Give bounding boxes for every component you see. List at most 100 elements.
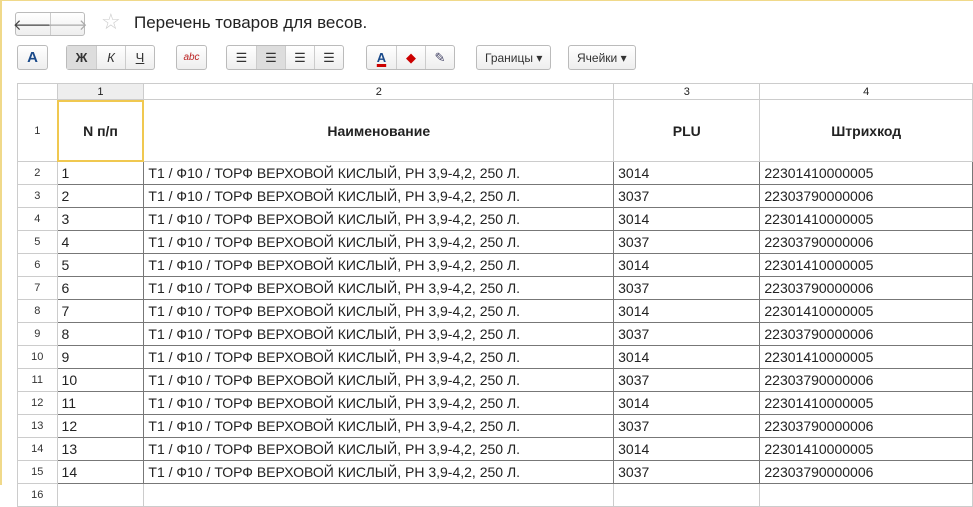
pencil-icon[interactable]: ✎ <box>425 46 454 69</box>
cell-name[interactable]: Т1 / Ф10 / ТОРФ ВЕРХОВОЙ КИСЛЫЙ, РН 3,9-… <box>143 368 615 392</box>
align-left-icon[interactable]: ☰ <box>235 49 248 65</box>
cell-plu[interactable]: 3037 <box>613 276 761 300</box>
align-center-icon[interactable]: ☰ <box>256 46 285 69</box>
row-number[interactable]: 15 <box>17 460 58 484</box>
cell-name[interactable]: Т1 / Ф10 / ТОРФ ВЕРХОВОЙ КИСЛЫЙ, РН 3,9-… <box>143 161 615 185</box>
cell-number[interactable]: 3 <box>56 207 145 231</box>
bold-button[interactable]: Ж <box>67 46 96 69</box>
header-cell-name[interactable]: Наименование <box>143 99 615 162</box>
cell-plu[interactable]: 3014 <box>613 253 761 277</box>
cell-plu[interactable]: 3014 <box>613 437 761 461</box>
cell-barcode[interactable]: 22301410000005 <box>759 391 973 415</box>
cell-number[interactable]: 4 <box>56 230 145 254</box>
align-right-icon[interactable]: ☰ <box>285 46 314 69</box>
cell-name[interactable]: Т1 / Ф10 / ТОРФ ВЕРХОВОЙ КИСЛЫЙ, РН 3,9-… <box>143 276 615 300</box>
cell-name[interactable]: Т1 / Ф10 / ТОРФ ВЕРХОВОЙ КИСЛЫЙ, РН 3,9-… <box>143 322 615 346</box>
cell-name[interactable]: Т1 / Ф10 / ТОРФ ВЕРХОВОЙ КИСЛЫЙ, РН 3,9-… <box>143 230 615 254</box>
cell-number[interactable]: 6 <box>56 276 145 300</box>
cell-plu[interactable]: 3014 <box>613 207 761 231</box>
cell[interactable] <box>143 483 615 507</box>
row-number[interactable]: 1 <box>17 99 58 162</box>
row-number[interactable]: 3 <box>17 184 58 208</box>
favorite-star-icon[interactable]: ☆ <box>101 9 121 34</box>
cells-dropdown[interactable]: Ячейки ▾ <box>568 45 636 70</box>
cell-name[interactable]: Т1 / Ф10 / ТОРФ ВЕРХОВОЙ КИСЛЫЙ, РН 3,9-… <box>143 460 615 484</box>
column-header[interactable]: 3 <box>613 83 761 100</box>
cell-number[interactable]: 12 <box>56 414 145 438</box>
underline-button[interactable]: Ч <box>125 46 154 69</box>
row-number[interactable]: 13 <box>17 414 58 438</box>
row-number[interactable]: 2 <box>17 161 58 185</box>
cell-plu[interactable]: 3014 <box>613 299 761 323</box>
cell-barcode[interactable]: 22303790000006 <box>759 460 973 484</box>
column-header[interactable]: 1 <box>56 83 145 100</box>
cell-plu[interactable]: 3037 <box>613 368 761 392</box>
cell-barcode[interactable]: 22301410000005 <box>759 299 973 323</box>
cell-barcode[interactable]: 22301410000005 <box>759 345 973 369</box>
column-header[interactable]: 4 <box>759 83 973 100</box>
cell-plu[interactable]: 3014 <box>613 391 761 415</box>
cell-number[interactable]: 9 <box>56 345 145 369</box>
corner-cell[interactable] <box>17 83 58 100</box>
cell-barcode[interactable]: 22303790000006 <box>759 414 973 438</box>
row-number[interactable]: 4 <box>17 207 58 231</box>
row-number[interactable]: 7 <box>17 276 58 300</box>
cell-name[interactable]: Т1 / Ф10 / ТОРФ ВЕРХОВОЙ КИСЛЫЙ, РН 3,9-… <box>143 299 615 323</box>
font-button[interactable]: A <box>27 49 38 66</box>
row-number[interactable]: 12 <box>17 391 58 415</box>
spreadsheet[interactable]: 1 2 3 4 1 N п/п Наименование PLU Штрихко… <box>17 83 973 507</box>
cell-barcode[interactable]: 22301410000005 <box>759 437 973 461</box>
align-justify-icon[interactable]: ☰ <box>314 46 343 69</box>
cell-name[interactable]: Т1 / Ф10 / ТОРФ ВЕРХОВОЙ КИСЛЫЙ, РН 3,9-… <box>143 345 615 369</box>
cell-plu[interactable]: 3014 <box>613 345 761 369</box>
back-button[interactable]: 🡐 <box>12 16 54 34</box>
cell-barcode[interactable]: 22303790000006 <box>759 322 973 346</box>
row-number[interactable]: 10 <box>17 345 58 369</box>
cell-barcode[interactable]: 22301410000005 <box>759 207 973 231</box>
cell-number[interactable]: 1 <box>56 161 145 185</box>
row-number[interactable]: 9 <box>17 322 58 346</box>
cell-barcode[interactable]: 22303790000006 <box>759 230 973 254</box>
spellcheck-button[interactable]: abc <box>183 52 200 63</box>
fill-color-icon[interactable]: ◆ <box>396 46 425 69</box>
borders-dropdown[interactable]: Границы ▾ <box>476 45 552 70</box>
header-cell-number[interactable]: N п/п <box>56 99 145 162</box>
cell-plu[interactable]: 3037 <box>613 414 761 438</box>
cell-barcode[interactable]: 22301410000005 <box>759 253 973 277</box>
cell-name[interactable]: Т1 / Ф10 / ТОРФ ВЕРХОВОЙ КИСЛЫЙ, РН 3,9-… <box>143 207 615 231</box>
cell-plu[interactable]: 3037 <box>613 184 761 208</box>
header-cell-barcode[interactable]: Штрихкод <box>759 99 973 162</box>
cell-number[interactable]: 7 <box>56 299 145 323</box>
row-number[interactable]: 11 <box>17 368 58 392</box>
cell-name[interactable]: Т1 / Ф10 / ТОРФ ВЕРХОВОЙ КИСЛЫЙ, РН 3,9-… <box>143 437 615 461</box>
cell-plu[interactable]: 3037 <box>613 322 761 346</box>
row-number[interactable]: 14 <box>17 437 58 461</box>
cell-barcode[interactable]: 22301410000005 <box>759 161 973 185</box>
cell-name[interactable]: Т1 / Ф10 / ТОРФ ВЕРХОВОЙ КИСЛЫЙ, РН 3,9-… <box>143 184 615 208</box>
column-header[interactable]: 2 <box>143 83 615 100</box>
row-number[interactable]: 6 <box>17 253 58 277</box>
cell-plu[interactable]: 3014 <box>613 161 761 185</box>
cell-number[interactable]: 10 <box>56 368 145 392</box>
cell-name[interactable]: Т1 / Ф10 / ТОРФ ВЕРХОВОЙ КИСЛЫЙ, РН 3,9-… <box>143 253 615 277</box>
cell-barcode[interactable]: 22303790000006 <box>759 184 973 208</box>
cell-barcode[interactable]: 22303790000006 <box>759 276 973 300</box>
row-number[interactable]: 16 <box>17 483 58 507</box>
cell[interactable] <box>759 483 973 507</box>
row-number[interactable]: 8 <box>17 299 58 323</box>
italic-button[interactable]: К <box>96 46 125 69</box>
cell[interactable] <box>613 483 761 507</box>
text-color-button[interactable]: A <box>376 50 387 65</box>
cell-number[interactable]: 14 <box>56 460 145 484</box>
cell-number[interactable]: 5 <box>56 253 145 277</box>
cell-name[interactable]: Т1 / Ф10 / ТОРФ ВЕРХОВОЙ КИСЛЫЙ, РН 3,9-… <box>143 391 615 415</box>
cell-plu[interactable]: 3037 <box>613 460 761 484</box>
cell[interactable] <box>56 483 145 507</box>
cell-barcode[interactable]: 22303790000006 <box>759 368 973 392</box>
cell-number[interactable]: 8 <box>56 322 145 346</box>
header-cell-plu[interactable]: PLU <box>613 99 761 162</box>
cell-number[interactable]: 11 <box>56 391 145 415</box>
cell-number[interactable]: 2 <box>56 184 145 208</box>
cell-number[interactable]: 13 <box>56 437 145 461</box>
forward-button[interactable]: 🡒 <box>47 13 88 35</box>
